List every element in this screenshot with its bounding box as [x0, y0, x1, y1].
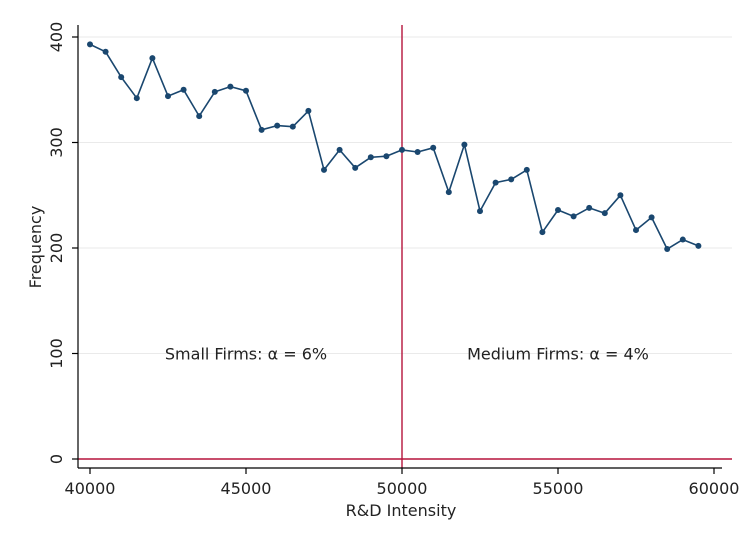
- data-point-26: [492, 179, 499, 186]
- data-point-12: [274, 122, 281, 129]
- tick-marks-and-labels: 0 100 200 300 400 40000 45000 50000 55000 60000: [47, 22, 739, 498]
- data-point-39: [695, 242, 702, 249]
- data-point-22: [430, 144, 437, 151]
- data-point-20: [399, 146, 405, 153]
- data-point-21: [414, 148, 421, 155]
- grid-lines: [78, 36, 732, 354]
- data-point-31: [570, 213, 577, 220]
- series-line-0: [89, 43, 699, 250]
- data-point-3: [133, 95, 140, 102]
- data-point-35: [633, 227, 639, 234]
- data-point-38: [679, 236, 686, 243]
- data-point-5: [165, 93, 171, 100]
- data-point-7: [196, 113, 203, 120]
- data-point-30: [555, 207, 561, 214]
- data-point-28: [523, 166, 530, 173]
- annotation-label-0: Small Firms: α = 6%: [165, 345, 327, 364]
- data-point-15: [321, 166, 327, 173]
- series-frequency: [87, 41, 702, 253]
- data-point-27: [508, 176, 515, 183]
- annotations: Small Firms: α = 6% Medium Firms: α = 4%: [165, 345, 649, 364]
- data-point-19: [383, 153, 390, 160]
- data-point-17: [352, 164, 359, 171]
- data-point-37: [664, 246, 671, 253]
- data-point-6: [180, 86, 187, 93]
- data-point-1: [102, 48, 109, 55]
- data-point-18: [367, 154, 374, 161]
- data-point-13: [289, 123, 296, 130]
- y-axis-title: Frequency: [26, 206, 45, 289]
- data-point-33: [601, 210, 608, 217]
- data-point-25: [477, 208, 483, 215]
- x-tick-label-3: 55000: [533, 479, 584, 498]
- y-tick-label-3: 300: [47, 127, 66, 158]
- data-point-2: [118, 74, 125, 81]
- x-tick-label-0: 40000: [65, 479, 116, 498]
- y-tick-label-4: 400: [47, 22, 66, 53]
- data-point-14: [305, 107, 312, 114]
- data-point-16: [336, 146, 343, 153]
- data-point-0: [87, 41, 93, 48]
- data-point-10: [243, 87, 249, 94]
- data-point-34: [617, 192, 624, 199]
- data-point-4: [149, 55, 156, 62]
- axes: [77, 25, 722, 469]
- annotation-label-1: Medium Firms: α = 4%: [467, 345, 649, 364]
- data-point-8: [211, 88, 218, 95]
- data-point-23: [445, 189, 452, 196]
- data-point-11: [258, 126, 265, 133]
- data-point-29: [539, 229, 546, 236]
- x-axis-title: R&D Intensity: [346, 501, 457, 520]
- x-tick-label-4: 60000: [689, 479, 740, 498]
- y-tick-label-2: 200: [47, 233, 66, 264]
- data-point-24: [461, 141, 468, 148]
- data-point-32: [586, 204, 593, 211]
- data-point-36: [648, 214, 655, 221]
- y-tick-label-1: 100: [47, 338, 66, 369]
- y-tick-label-0: 0: [47, 454, 66, 464]
- data-point-9: [227, 83, 234, 90]
- reference-lines: [78, 25, 732, 468]
- x-tick-label-2: 50000: [377, 479, 428, 498]
- x-tick-label-1: 45000: [221, 479, 272, 498]
